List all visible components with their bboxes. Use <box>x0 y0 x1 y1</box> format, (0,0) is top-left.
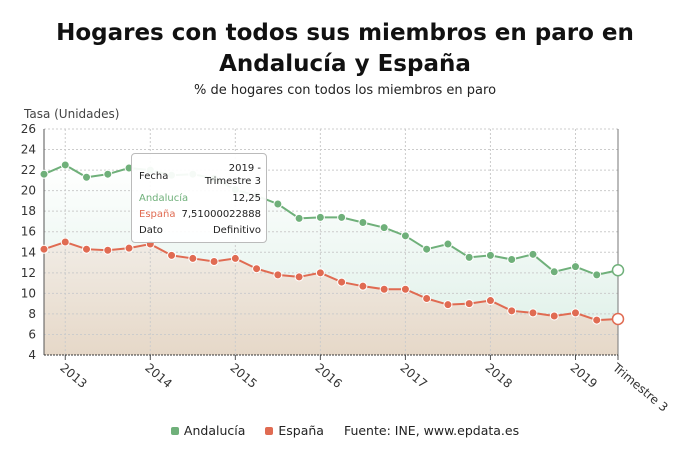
data-point <box>273 270 283 280</box>
tooltip-dato-label: Dato <box>139 225 163 236</box>
legend-item-andalucia[interactable]: Andalucía <box>170 423 246 438</box>
data-point <box>507 254 517 264</box>
data-point <box>528 308 538 318</box>
data-point <box>60 237 70 247</box>
y-tick-label: 22 <box>21 163 36 177</box>
data-point <box>39 244 49 254</box>
x-tick-label: 2016 <box>312 361 344 391</box>
source-note: Fuente: INE, www.epdata.es <box>343 423 520 438</box>
data-point <box>592 270 602 280</box>
legend-label: Andalucía <box>183 423 246 438</box>
data-point <box>39 169 49 179</box>
data-point <box>464 252 474 262</box>
tooltip-espana: 7,51000022888 <box>181 209 261 220</box>
data-point <box>570 308 580 318</box>
data-point <box>485 250 495 260</box>
data-point <box>103 245 113 255</box>
data-point <box>103 169 113 179</box>
y-tick-label: 14 <box>21 245 36 259</box>
data-point <box>358 217 368 227</box>
x-tick-label: 2018 <box>483 361 515 391</box>
y-tick-label: 24 <box>21 143 36 157</box>
y-tick-label: 18 <box>21 204 36 218</box>
data-point <box>294 213 304 223</box>
data-point <box>337 212 347 222</box>
y-tick-label: 20 <box>21 184 36 198</box>
legend-label: España <box>278 423 324 438</box>
data-point-highlight <box>611 264 625 277</box>
legend-swatch <box>265 427 274 435</box>
y-axis-label: Tasa (Unidades) <box>23 107 119 121</box>
data-point <box>315 268 325 278</box>
data-point <box>273 199 283 209</box>
data-point <box>570 262 580 272</box>
y-tick-label: 10 <box>21 286 36 300</box>
tooltip-fecha: 2019 - Trimestre 3 <box>204 163 261 187</box>
data-point <box>485 296 495 306</box>
tooltip-fecha-label: Fecha <box>139 171 169 182</box>
data-point <box>443 239 453 249</box>
legend-item-espana[interactable]: España <box>265 423 324 438</box>
data-point-highlight <box>611 312 625 326</box>
data-point <box>358 281 368 291</box>
data-point <box>507 306 517 316</box>
tooltip-andalucia-label: Andalucía <box>139 193 189 204</box>
data-point <box>400 231 410 241</box>
tooltip-espana-label: España <box>139 209 176 220</box>
data-point <box>167 250 177 260</box>
data-point <box>592 315 602 325</box>
data-point <box>294 272 304 282</box>
data-point <box>379 284 389 294</box>
data-point <box>549 311 559 321</box>
data-point <box>82 172 92 182</box>
x-tick-label: 2014 <box>142 361 174 391</box>
tooltip-andalucia: 12,25 <box>232 193 261 204</box>
data-point <box>528 249 538 259</box>
data-point <box>124 243 134 253</box>
x-tick-label: 2013 <box>57 361 89 391</box>
data-point <box>400 284 410 294</box>
y-tick-label: 16 <box>21 225 36 239</box>
legend-swatch <box>170 427 179 435</box>
y-tick-label: 12 <box>21 266 36 280</box>
data-point <box>82 244 92 254</box>
data-point <box>337 277 347 287</box>
area-1 <box>44 242 618 355</box>
y-tick-label: 8 <box>28 307 36 321</box>
data-point <box>252 264 262 274</box>
legend: Andalucía España Fuente: INE, www.epdata… <box>0 423 690 438</box>
data-point <box>422 244 432 254</box>
x-tick-label: 2015 <box>227 361 259 391</box>
chart-title: Hogares con todos sus miembros en paro e… <box>56 20 634 77</box>
tooltip: Fecha 2019 - Trimestre 3 Andalucía 12,25 E… <box>131 153 267 243</box>
data-point <box>188 253 198 263</box>
data-point <box>315 212 325 222</box>
chart-subtitle: % de hogares con todos los miembros en p… <box>193 83 497 98</box>
data-point <box>443 300 453 310</box>
data-point <box>422 294 432 303</box>
data-point <box>230 253 240 263</box>
x-tick-label: Trimestre 3 <box>609 360 670 415</box>
tooltip-dato: Definitivo <box>212 225 261 236</box>
data-point <box>60 160 70 170</box>
data-point <box>549 267 559 277</box>
x-tick-label: 2019 <box>568 361 600 391</box>
data-point <box>464 299 474 309</box>
series-line-1 <box>43 240 619 322</box>
y-tick-label: 6 <box>28 327 36 341</box>
y-tick-label: 4 <box>28 348 36 362</box>
data-point <box>209 257 219 267</box>
x-tick-label: 2017 <box>397 361 429 391</box>
y-tick-label: 26 <box>21 122 36 136</box>
data-point <box>379 223 389 233</box>
